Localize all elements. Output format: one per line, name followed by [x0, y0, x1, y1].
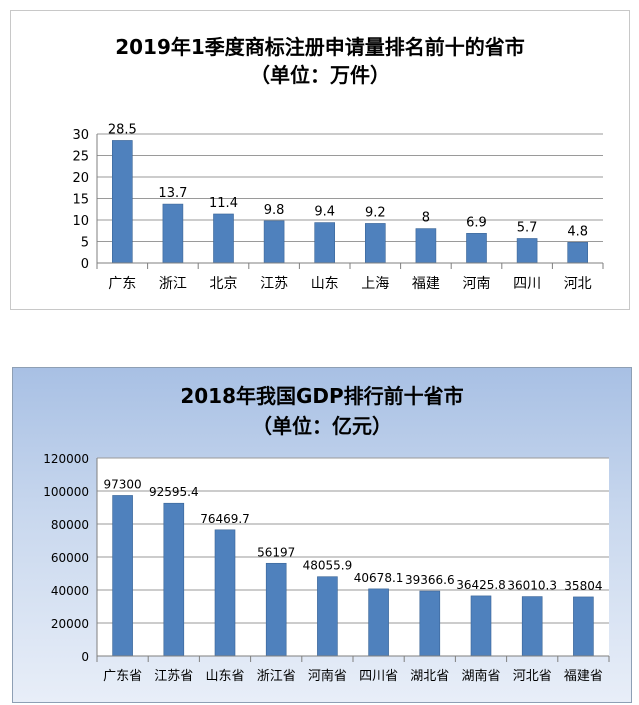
bar [415, 228, 437, 264]
x-tick-label: 福建 [412, 276, 440, 292]
x-tick-label: 四川 [513, 276, 541, 292]
gdp-bar-chart: 0 20000 40000 60000 80000 100000 120000 97300 广东… [43, 452, 610, 684]
y-tick-label: 60000 [51, 551, 89, 565]
chart-title: 2019年1季度商标注册申请量排名前十的省市 [115, 35, 525, 59]
bar [470, 595, 492, 657]
x-tick-label: 河南省 [308, 668, 347, 684]
x-tick-label: 河北省 [513, 669, 552, 684]
x-tick-label: 北京 [210, 276, 238, 292]
data-label: 76469.7 [200, 512, 250, 526]
y-tick-label: 30 [72, 128, 89, 143]
bar [213, 213, 234, 264]
data-label: 92595.4 [149, 485, 199, 499]
y-tick-label: 5 [81, 236, 89, 251]
data-label: 9.8 [264, 203, 285, 218]
bar [317, 576, 338, 657]
y-tick-label: 0 [81, 257, 89, 272]
x-tick-label: 四川省 [359, 669, 398, 684]
y-tick-label: 20 [72, 171, 89, 186]
data-label: 28.5 [108, 122, 137, 137]
chart-panel-trademark: 2019年1季度商标注册申请量排名前十的省市 （单位：万件） 0 5 10 15 20 2… [10, 10, 630, 310]
y-tick-label: 15 [72, 193, 89, 208]
x-tick-label: 浙江省 [257, 669, 296, 684]
bar [214, 529, 236, 657]
bar [112, 495, 133, 657]
x-tick-label: 广东省 [103, 669, 142, 684]
bar [112, 140, 133, 264]
data-label: 5.7 [517, 220, 538, 235]
data-label: 35804 [564, 579, 602, 593]
bar [521, 596, 543, 657]
data-label: 48055.9 [303, 559, 353, 573]
data-label: 8 [422, 211, 430, 226]
x-tick-label: 广东 [108, 276, 136, 292]
data-label: 4.8 [567, 224, 588, 239]
x-tick-label: 山东 [311, 276, 339, 292]
data-label: 9.4 [314, 205, 335, 220]
bar [567, 242, 589, 264]
bar [466, 233, 487, 264]
y-tick-label: 0 [81, 650, 89, 664]
data-label: 13.7 [158, 186, 187, 201]
y-tick-label: 10 [72, 214, 89, 229]
data-label: 36425.8 [456, 578, 506, 592]
data-label: 40678.1 [354, 571, 404, 585]
bar [162, 203, 184, 264]
bar [573, 596, 594, 657]
x-tick-label: 河北 [564, 276, 592, 292]
x-tick-label: 江苏省 [154, 668, 193, 684]
bar [263, 220, 285, 264]
chart-title: 2018年我国GDP排行前十省市 [180, 384, 464, 408]
x-tick-label: 上海 [361, 276, 389, 292]
chart-subtitle: （单位：亿元） [252, 414, 392, 438]
data-label: 6.9 [466, 215, 487, 230]
data-label: 9.2 [365, 205, 386, 220]
y-tick-label: 40000 [51, 584, 89, 598]
data-label: 39366.6 [405, 573, 455, 587]
data-label: 11.4 [209, 196, 238, 211]
x-tick-label: 江苏 [260, 276, 288, 292]
chart-subtitle: （单位：万件） [250, 63, 390, 87]
bar [419, 590, 441, 657]
y-tick-label: 25 [72, 150, 89, 165]
y-tick-label: 120000 [43, 452, 89, 466]
bar [368, 588, 389, 657]
x-tick-label: 山东省 [205, 669, 244, 684]
data-label: 36010.3 [507, 579, 557, 593]
bar [516, 238, 538, 264]
bar [163, 502, 185, 657]
bar [314, 222, 336, 264]
data-label: 97300 [104, 477, 142, 491]
x-tick-label: 浙江 [159, 276, 187, 292]
bar [265, 562, 287, 657]
x-tick-label: 河南 [463, 276, 491, 292]
data-label: 56197 [257, 545, 295, 559]
x-tick-label: 福建省 [564, 669, 603, 684]
y-tick-label: 100000 [43, 485, 89, 499]
x-tick-label: 湖南省 [461, 668, 500, 684]
x-tick-label: 湖北省 [410, 669, 449, 684]
trademark-bar-chart: 0 5 10 15 20 25 30 28.5 广东 13.7 浙江 11.4 北京 9.8 江苏 9.4 山东… [72, 122, 604, 292]
chart-panel-gdp: 2018年我国GDP排行前十省市 （单位：亿元） 0 20000 40000 6000… [12, 367, 632, 703]
bar [364, 223, 386, 264]
y-tick-label: 80000 [51, 518, 89, 532]
y-tick-label: 20000 [51, 617, 89, 631]
